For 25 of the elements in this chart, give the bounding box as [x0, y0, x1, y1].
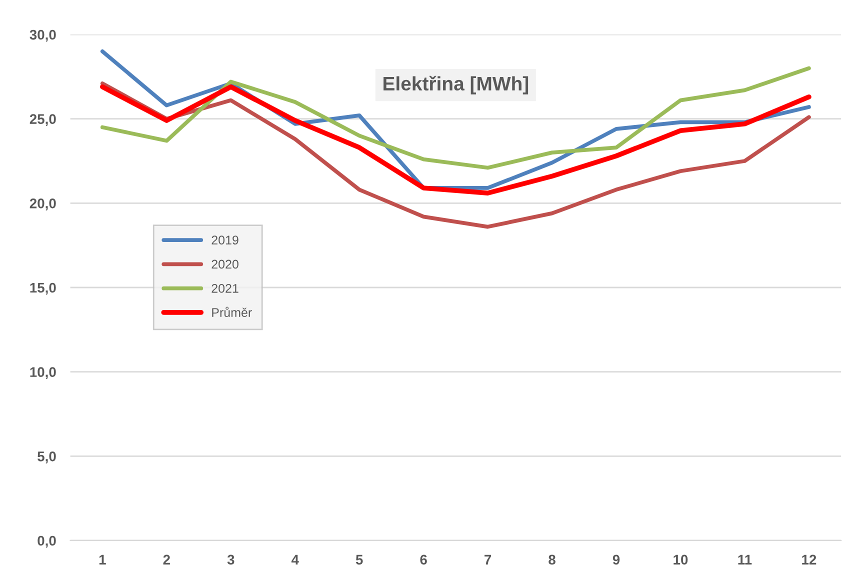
legend-label: 2019: [212, 236, 238, 245]
x-tick-label: 3: [227, 554, 234, 565]
y-tick-label: 20,0: [30, 198, 56, 210]
x-tick-label: 12: [802, 554, 816, 564]
y-tick-label: 15,0: [30, 282, 56, 295]
y-tick-label: 30,0: [30, 30, 56, 42]
x-tick-label: 1: [99, 554, 106, 564]
line-series: [100, 66, 811, 170]
y-tick-label: 5,0: [38, 452, 56, 464]
legend-label: 2021: [212, 284, 238, 293]
x-tick-label: 7: [484, 554, 492, 564]
x-tick-label: 4: [291, 554, 299, 564]
x-tick-label: 9: [612, 554, 620, 565]
y-tick-label: 10,0: [30, 367, 56, 380]
y-tick-label: 0,0: [38, 536, 56, 548]
x-tick-label: 2: [163, 554, 170, 564]
x-tick-label: 6: [420, 554, 427, 565]
y-tick-label: 25,0: [30, 114, 56, 126]
x-tick-label: 11: [738, 554, 752, 564]
legend-label: Průměr: [212, 306, 252, 317]
x-tick-label: 8: [548, 554, 556, 565]
legend-label: 2020: [212, 260, 238, 269]
x-tick-label: 10: [674, 554, 688, 565]
x-tick-label: 5: [356, 554, 363, 565]
text: Elektřina [MWh]: [384, 76, 528, 94]
